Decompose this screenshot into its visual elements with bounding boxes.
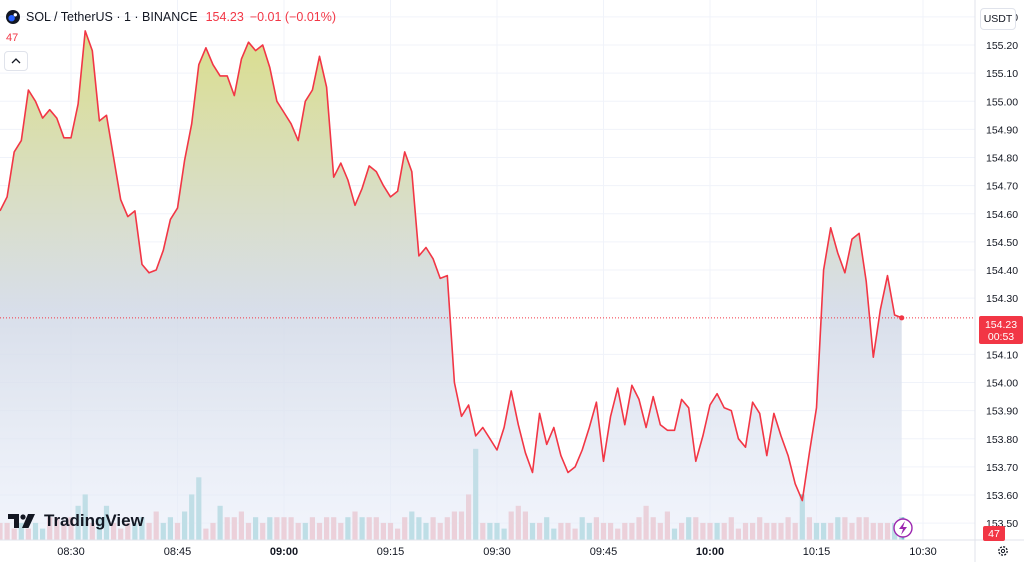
- last-price-dot: [899, 315, 905, 321]
- lightning-icon: [899, 521, 907, 535]
- volume-axis-badge: 47: [983, 526, 1005, 541]
- price-area: [0, 30, 902, 541]
- y-tick-label: 154.00: [986, 378, 1018, 390]
- y-tick-label: 154.30: [986, 293, 1018, 305]
- volume-value-label: 47: [6, 32, 19, 44]
- y-tick-label: 154.90: [986, 124, 1018, 136]
- currency-button[interactable]: USDT: [980, 8, 1016, 30]
- y-tick-label: 154.70: [986, 181, 1018, 193]
- last-price-badge: 154.23 00:53: [979, 316, 1023, 344]
- y-tick-label: 155.10: [986, 68, 1018, 80]
- sol-coin-icon: [6, 10, 20, 24]
- time-axis[interactable]: 08:30 08:45 09:00 09:15 09:30 09:45 10:00 10:15…: [0, 539, 1024, 558]
- x-tick-label: 10:30: [909, 546, 937, 558]
- volume-axis-label: 47: [988, 528, 1000, 540]
- y-tick-label: 153.80: [986, 434, 1018, 446]
- settings-button[interactable]: [998, 546, 1008, 556]
- y-tick-label: 154.60: [986, 209, 1018, 221]
- x-tick-label: 10:15: [803, 546, 831, 558]
- lightning-button[interactable]: [893, 518, 913, 538]
- y-tick-label: 153.60: [986, 490, 1018, 502]
- y-tick-label: 155.20: [986, 40, 1018, 52]
- chevron-up-icon: [11, 58, 21, 64]
- x-tick-label: 09:45: [590, 546, 618, 558]
- y-tick-label: 155.00: [986, 96, 1018, 108]
- price-axis[interactable]: 155.30155.20155.10155.00154.90154.80154.…: [974, 0, 1018, 562]
- tradingview-logo-icon: [8, 514, 35, 528]
- x-tick-label: 08:45: [164, 546, 192, 558]
- countdown-label: 00:53: [988, 331, 1014, 343]
- x-tick-label: 09:15: [377, 546, 405, 558]
- y-tick-label: 154.10: [986, 349, 1018, 361]
- brand-name: TradingView: [44, 511, 144, 530]
- y-tick-label: 153.90: [986, 406, 1018, 418]
- symbol-title[interactable]: SOL / TetherUS · 1 · BINANCE: [26, 10, 198, 24]
- symbol-header: SOL / TetherUS · 1 · BINANCE 154.23 −0.0…: [6, 8, 336, 26]
- y-tick-label: 153.70: [986, 462, 1018, 474]
- y-tick-label: 154.40: [986, 265, 1018, 277]
- gear-icon: [998, 546, 1008, 556]
- x-tick-label: 09:00: [270, 546, 298, 558]
- x-tick-label: 10:00: [696, 546, 724, 558]
- tradingview-logo[interactable]: TradingView: [8, 511, 144, 531]
- y-tick-label: 154.50: [986, 237, 1018, 249]
- price-line: [0, 30, 902, 502]
- last-price-label: 154.23: [985, 319, 1017, 331]
- y-tick-label: 154.80: [986, 153, 1018, 165]
- x-tick-label: 09:30: [483, 546, 511, 558]
- header-change: −0.01 (−0.01%): [249, 10, 336, 24]
- header-price: 154.23: [205, 10, 244, 24]
- x-tick-label: 08:30: [57, 546, 85, 558]
- collapse-legend-button[interactable]: [4, 51, 28, 71]
